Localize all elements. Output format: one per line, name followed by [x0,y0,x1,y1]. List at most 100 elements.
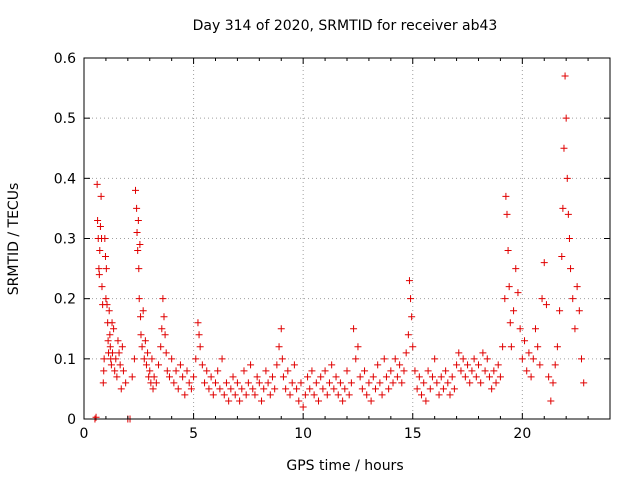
data-point [222,379,230,387]
data-point [325,379,333,387]
data-point [100,367,108,375]
data-point [426,385,434,393]
data-point [358,385,366,393]
data-point [405,277,413,285]
data-point [540,259,548,267]
data-point [466,379,474,387]
data-point [104,337,112,345]
data-point [209,391,217,399]
data-point [170,379,178,387]
data-point [560,144,568,152]
data-point [260,385,268,393]
data-point [387,367,395,375]
data-point [253,373,261,381]
data-point [273,361,281,369]
data-point [133,228,141,236]
data-point [266,391,274,399]
y-tick-label: 0.3 [54,232,76,248]
data-point [330,385,338,393]
data-point [365,379,373,387]
data-point [409,343,417,351]
data-point [371,385,379,393]
data-point [116,361,124,369]
data-point [174,385,182,393]
data-point [255,379,263,387]
data-point [496,373,504,381]
data-point [119,367,127,375]
data-point [549,379,557,387]
data-point [448,373,456,381]
data-point [523,367,531,375]
data-point [569,295,577,303]
data-point [102,265,110,273]
data-point [92,413,100,421]
data-point [297,379,305,387]
data-point [336,379,344,387]
data-point [352,355,360,363]
data-point [389,379,397,387]
data-point [161,331,169,339]
data-point [97,192,105,200]
data-point [393,373,401,381]
data-point [194,319,202,327]
data-point [99,379,107,387]
data-point [140,355,148,363]
data-point [275,343,283,351]
data-point [282,385,290,393]
data-point [561,72,569,80]
data-point [464,361,472,369]
data-point [361,367,369,375]
data-point [571,325,579,333]
data-point [408,313,416,321]
data-point [133,204,141,212]
x-tick-label: 15 [404,426,422,442]
data-point [422,397,430,405]
data-point [578,355,586,363]
data-point [398,379,406,387]
data-point [490,367,498,375]
data-point [155,361,163,369]
data-point [96,222,104,230]
data-point [201,379,209,387]
data-point [343,367,351,375]
data-point [110,325,118,333]
data-point [159,295,167,303]
data-point [181,391,189,399]
data-point [575,307,583,315]
data-point [468,367,476,375]
data-point [295,397,303,405]
data-point [117,385,125,393]
data-point [135,295,143,303]
data-point [506,319,514,327]
data-point [112,355,120,363]
data-point [475,361,482,369]
data-point [247,361,255,369]
data-point [304,373,312,381]
data-point [107,361,115,369]
y-tick-label: 0.4 [54,171,76,187]
data-point [547,397,555,405]
data-point [580,379,588,387]
data-point [236,397,244,405]
data-point [442,367,450,375]
data-point [446,391,454,399]
data-point [553,343,561,351]
data-point [321,367,329,375]
data-point [299,403,307,411]
data-point [527,373,535,381]
data-point [100,355,108,363]
data-point [135,265,143,273]
data-point [516,325,524,333]
data-point [158,325,166,333]
data-point [341,385,349,393]
data-point [183,367,191,375]
data-point [130,355,138,363]
data-point [108,319,116,327]
data-point [374,361,382,369]
data-point [396,361,404,369]
data-point [118,343,126,351]
data-point [499,343,507,351]
data-point [218,355,226,363]
data-point [258,397,266,405]
